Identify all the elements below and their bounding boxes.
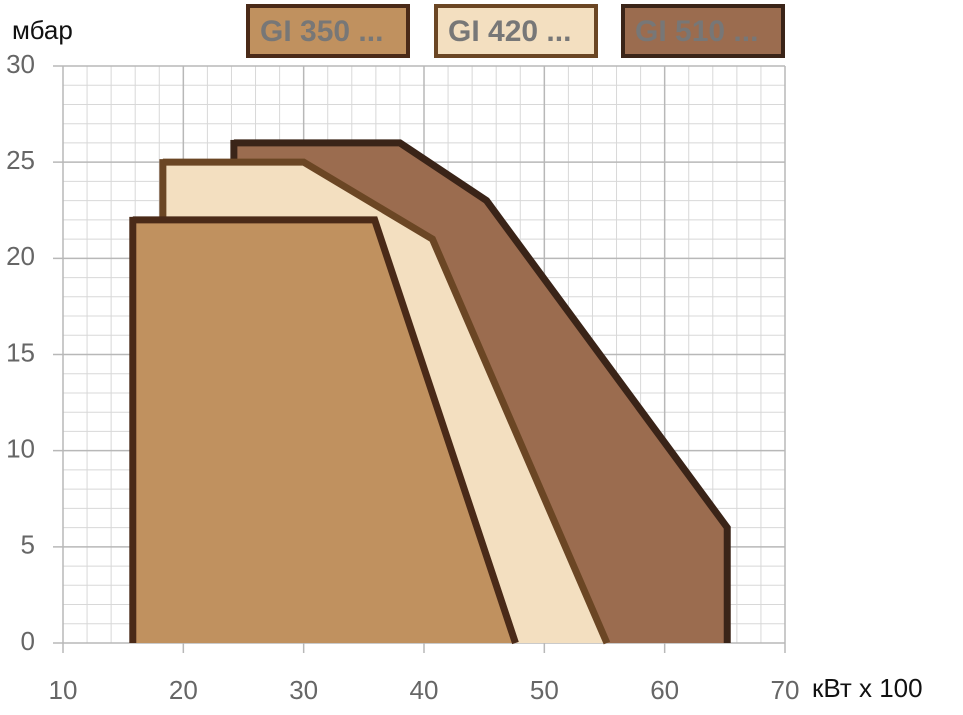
area xyxy=(132,219,516,643)
y-tick-label: 15 xyxy=(6,337,35,367)
y-tick-label: 20 xyxy=(6,241,35,271)
area-outline xyxy=(132,216,519,645)
legend-label: GI 510 ... xyxy=(635,15,758,48)
y-tick-label: 5 xyxy=(21,530,35,560)
y-tick-label: 25 xyxy=(6,145,35,175)
y-axis-label: мбар xyxy=(12,15,73,45)
area-outline xyxy=(162,158,611,645)
x-tick-label: 70 xyxy=(771,675,800,705)
legend-label: GI 420 ... xyxy=(448,15,571,48)
x-tick-label: 60 xyxy=(650,675,679,705)
y-tick-label: 0 xyxy=(21,626,35,656)
y-tick-label: 10 xyxy=(6,434,35,464)
legend-swatch xyxy=(621,4,785,58)
x-tick-label: 10 xyxy=(49,675,78,705)
legend-swatch xyxy=(434,4,598,58)
legend-label: GI 350 ... xyxy=(260,15,383,48)
y-tick-label: 30 xyxy=(6,49,35,79)
area-outline xyxy=(233,139,731,643)
x-axis-label: кВт x 100 xyxy=(812,673,923,703)
x-tick-label: 30 xyxy=(289,675,318,705)
x-tick-label: 40 xyxy=(410,675,439,705)
x-tick-label: 50 xyxy=(530,675,559,705)
legend-swatch xyxy=(246,4,410,58)
x-tick-label: 20 xyxy=(169,675,198,705)
